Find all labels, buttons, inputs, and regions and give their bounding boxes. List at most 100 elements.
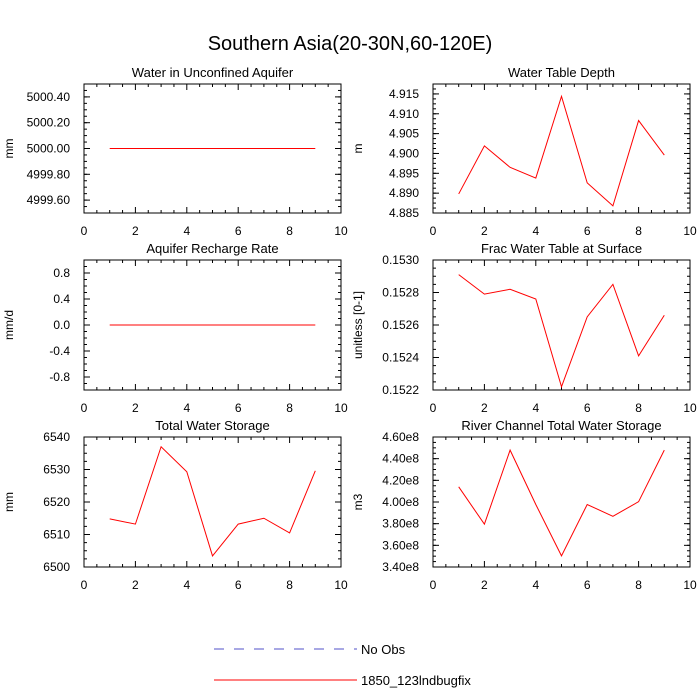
panel-title: Total Water Storage xyxy=(155,418,269,433)
y-tick-label: 5000.20 xyxy=(27,116,71,130)
y-tick-label: 4.40e8 xyxy=(382,452,419,466)
y-tick-label: 0.1530 xyxy=(382,253,419,267)
y-tick-label: 6520 xyxy=(43,495,70,509)
x-tick-label: 10 xyxy=(683,401,697,415)
y-tick-label: 5000.00 xyxy=(27,142,71,156)
x-tick-label: 0 xyxy=(81,224,88,238)
x-tick-label: 4 xyxy=(183,578,190,592)
x-tick-label: 2 xyxy=(132,578,139,592)
panel-title: Frac Water Table at Surface xyxy=(481,241,642,256)
plot-frame xyxy=(432,259,691,391)
x-tick-label: 4 xyxy=(183,401,190,415)
x-tick-label: 8 xyxy=(635,224,642,238)
y-tick-label: 4.915 xyxy=(389,87,419,101)
y-tick-label: 4.905 xyxy=(389,127,419,141)
panel-frac-water-table: Frac Water Table at Surface unitless [0-1… xyxy=(351,241,697,415)
x-tick-label: 10 xyxy=(334,224,348,238)
x-tick-label: 4 xyxy=(532,224,539,238)
y-axis-label: m3 xyxy=(351,493,365,510)
y-tick-label: -0.4 xyxy=(49,344,70,358)
y-tick-label: 4.895 xyxy=(389,166,419,180)
y-tick-label: 5000.40 xyxy=(27,90,71,104)
x-tick-label: 6 xyxy=(235,224,242,238)
x-tick-label: 10 xyxy=(334,578,348,592)
series-line-water-table-depth xyxy=(458,94,665,207)
panel-title: Aquifer Recharge Rate xyxy=(146,241,278,256)
y-tick-label: 0.8 xyxy=(53,266,70,280)
x-tick-label: 8 xyxy=(635,578,642,592)
panel-water-table-depth: Water Table Depth m 0 2 4 6 8 10 4.885 4.890 4.895… xyxy=(351,65,697,238)
y-tick-label: 4.885 xyxy=(389,206,419,220)
y-tick-label: 4.60e8 xyxy=(382,430,419,444)
panel-recharge-rate: Aquifer Recharge Rate mm/d 0 2 4 6 8 10 -0.8 -0.4… xyxy=(2,241,348,415)
x-tick-label: 0 xyxy=(81,401,88,415)
series-line-frac-water-table xyxy=(458,274,665,389)
y-tick-label: 0.1522 xyxy=(382,383,419,397)
panel-title: River Channel Total Water Storage xyxy=(461,418,661,433)
y-tick-label: 0.0 xyxy=(53,318,70,332)
y-axis-label: mm/d xyxy=(2,310,16,340)
figure-title: Southern Asia(20-30N,60-120E) xyxy=(208,33,493,55)
series-line-river-channel-storage xyxy=(458,448,665,557)
x-tick-label: 6 xyxy=(584,224,591,238)
panel-river-channel-storage: River Channel Total Water Storage m3 0 2 4 6 8… xyxy=(351,418,697,592)
x-tick-label: 0 xyxy=(81,578,88,592)
y-tick-label: 4.900 xyxy=(389,146,419,160)
y-tick-label: 4.20e8 xyxy=(382,473,419,487)
y-tick-label: 0.1528 xyxy=(382,286,419,300)
x-tick-label: 10 xyxy=(683,224,697,238)
x-tick-label: 2 xyxy=(481,401,488,415)
x-tick-label: 0 xyxy=(430,224,437,238)
x-tick-label: 4 xyxy=(183,224,190,238)
x-tick-label: 2 xyxy=(481,578,488,592)
legend-no-obs-label: No Obs xyxy=(361,642,406,657)
x-tick-label: 0 xyxy=(430,401,437,415)
x-tick-label: 2 xyxy=(132,401,139,415)
y-tick-label: 3.80e8 xyxy=(382,517,419,531)
y-axis-label: mm xyxy=(2,139,16,159)
y-tick-label: 6530 xyxy=(43,463,70,477)
y-tick-label: 3.40e8 xyxy=(382,560,419,574)
y-tick-label: 4.890 xyxy=(389,186,419,200)
x-tick-label: 8 xyxy=(635,401,642,415)
x-tick-label: 8 xyxy=(286,224,293,238)
x-tick-label: 6 xyxy=(584,401,591,415)
y-tick-label: 4999.60 xyxy=(27,193,71,207)
x-tick-label: 4 xyxy=(532,401,539,415)
panel-total-water-storage: Total Water Storage mm 0 2 4 6 8 10 6500 6510 6520… xyxy=(2,418,348,592)
x-tick-label: 4 xyxy=(532,578,539,592)
series-line-total-water-storage xyxy=(109,445,316,557)
x-tick-label: 6 xyxy=(584,578,591,592)
y-tick-label: 0.4 xyxy=(53,292,70,306)
y-axis-label: m xyxy=(351,144,365,154)
x-tick-label: 8 xyxy=(286,401,293,415)
legend: No Obs 1850_123lndbugfix xyxy=(214,642,471,688)
y-axis-label: mm xyxy=(2,492,16,512)
x-tick-label: 0 xyxy=(430,578,437,592)
y-tick-label: 0.1524 xyxy=(382,351,419,365)
x-tick-label: 2 xyxy=(481,224,488,238)
panels: Water in Unconfined Aquifer mm 0 2 4 6 8 10 4999… xyxy=(2,65,697,592)
plot-frame xyxy=(432,83,691,214)
y-tick-label: 6500 xyxy=(43,560,70,574)
y-tick-label: 4.00e8 xyxy=(382,495,419,509)
x-tick-label: 6 xyxy=(235,578,242,592)
panel-title: Water Table Depth xyxy=(508,65,615,80)
y-axis-label: unitless [0-1] xyxy=(351,291,365,359)
x-tick-label: 2 xyxy=(132,224,139,238)
x-tick-label: 10 xyxy=(334,401,348,415)
x-tick-label: 6 xyxy=(235,401,242,415)
y-tick-label: 4999.80 xyxy=(27,167,71,181)
y-tick-label: -0.8 xyxy=(49,370,70,384)
y-tick-label: 3.60e8 xyxy=(382,538,419,552)
plot-frame xyxy=(432,436,691,568)
x-tick-label: 8 xyxy=(286,578,293,592)
x-tick-label: 10 xyxy=(683,578,697,592)
panel-title: Water in Unconfined Aquifer xyxy=(132,65,294,80)
legend-model-label: 1850_123lndbugfix xyxy=(361,673,471,688)
panel-aquifer-water: Water in Unconfined Aquifer mm 0 2 4 6 8 10 4999… xyxy=(2,65,348,238)
y-tick-label: 4.910 xyxy=(389,107,419,121)
y-tick-label: 0.1526 xyxy=(382,318,419,332)
y-tick-label: 6540 xyxy=(43,430,70,444)
